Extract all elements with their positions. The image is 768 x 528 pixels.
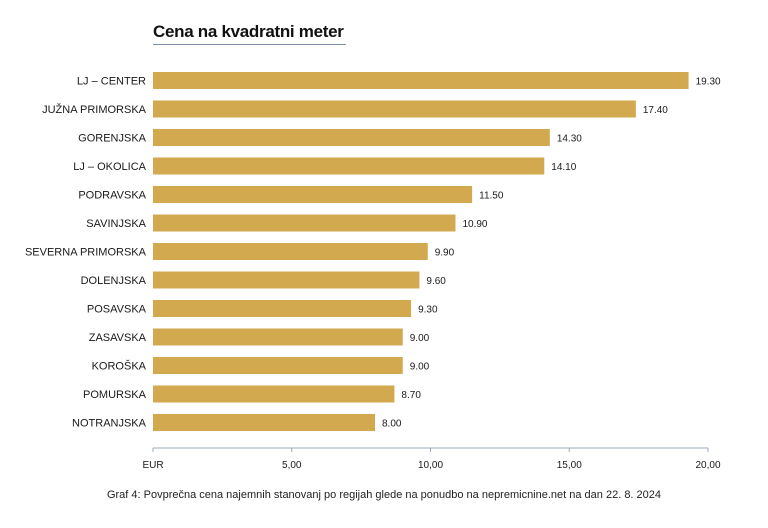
bar — [153, 100, 636, 118]
category-label: KOROŠKA — [92, 360, 147, 373]
bar — [153, 414, 375, 431]
value-label: 10.90 — [462, 219, 487, 230]
category-label: JUŽNA PRIMORSKA — [42, 103, 147, 116]
x-tick-label: 15,00 — [557, 460, 582, 471]
value-label: 9.00 — [410, 362, 430, 373]
value-label: 9.30 — [418, 305, 438, 316]
figure-caption: Graf 4: Povprečna cena najemnih stanovan… — [106, 489, 662, 501]
category-label: DOLENJSKA — [81, 275, 147, 287]
x-tick-label: 20,00 — [695, 460, 720, 471]
bar — [153, 357, 403, 374]
value-label: 8.70 — [401, 390, 421, 401]
category-label: GORENJSKA — [78, 133, 147, 145]
bar — [153, 328, 403, 346]
category-label: ZASAVSKA — [89, 332, 147, 344]
value-label: 11.50 — [479, 191, 504, 202]
bar — [153, 157, 545, 175]
value-label: 14.30 — [557, 134, 582, 145]
bar — [153, 271, 420, 289]
value-label: 8.00 — [382, 419, 402, 430]
value-label: 9.00 — [410, 333, 430, 344]
category-label: PODRAVSKA — [78, 190, 146, 202]
category-label: SEVERNA PRIMORSKA — [25, 247, 147, 259]
bar — [153, 129, 550, 146]
x-tick-label: 5,00 — [282, 460, 302, 471]
value-label: 17.40 — [643, 105, 668, 116]
category-label: LJ – OKOLICA — [73, 161, 146, 173]
category-label: LJ – CENTER — [77, 76, 146, 88]
bar — [153, 186, 473, 203]
title-underline — [153, 44, 346, 45]
bar — [153, 243, 428, 260]
category-label: NOTRANJSKA — [72, 418, 147, 430]
bar — [153, 385, 395, 403]
category-label: POSAVSKA — [87, 304, 147, 316]
category-label: SAVINJSKA — [86, 218, 146, 230]
category-label: POMURSKA — [83, 389, 147, 401]
value-label: 19.30 — [696, 77, 721, 88]
x-tick-label: 10,00 — [418, 460, 443, 471]
value-label: 14.10 — [551, 162, 576, 173]
bar — [153, 214, 456, 232]
bar — [153, 300, 412, 317]
chart-title: Cena na kvadratni meter — [153, 22, 344, 41]
value-label: 9.90 — [435, 248, 455, 259]
bar — [153, 72, 689, 89]
value-label: 9.60 — [426, 276, 446, 287]
x-tick-label: EUR — [142, 460, 163, 471]
